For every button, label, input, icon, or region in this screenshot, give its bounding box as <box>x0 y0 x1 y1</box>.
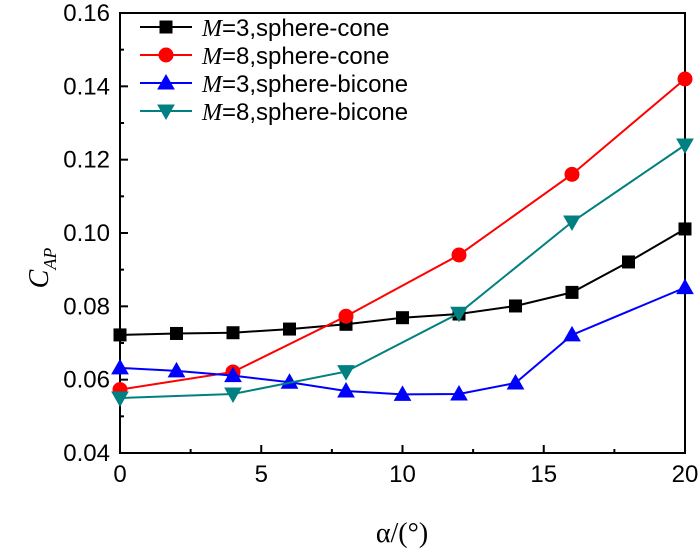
legend-label-rest: =8,sphere-bicone <box>222 99 408 126</box>
series-4 <box>111 138 694 408</box>
data-point <box>677 71 693 87</box>
data-point <box>564 166 580 182</box>
legend-label: M=8,sphere-bicone <box>201 99 408 126</box>
data-point <box>563 215 581 232</box>
data-point <box>450 384 468 401</box>
legend-marker <box>159 20 173 34</box>
data-point <box>451 247 467 263</box>
legend-label: M=8,sphere-cone <box>201 43 389 70</box>
x-tick-label: 10 <box>389 461 416 488</box>
legend-label-var: M <box>201 100 224 126</box>
legend-label: M=3,sphere-cone <box>201 15 389 42</box>
legend-label-rest: =8,sphere-cone <box>222 43 389 70</box>
data-point <box>111 391 129 408</box>
data-point <box>393 385 412 401</box>
data-point <box>509 299 522 313</box>
x-tick-label: 15 <box>530 461 557 488</box>
legend-label: M=3,sphere-bicone <box>201 71 408 98</box>
data-point <box>170 326 183 340</box>
legend-marker <box>157 73 175 90</box>
data-point <box>396 311 409 325</box>
data-point <box>565 285 579 299</box>
data-point <box>676 138 694 155</box>
legend-marker <box>158 47 174 63</box>
legend-item: M=3,sphere-cone <box>140 15 389 42</box>
legend-item: M=3,sphere-bicone <box>140 71 408 98</box>
data-point <box>337 382 355 398</box>
data-point <box>113 328 127 342</box>
data-point <box>450 306 468 323</box>
data-point <box>337 365 355 381</box>
legend: M=3,sphere-coneM=8,sphere-coneM=3,sphere… <box>140 15 408 126</box>
legend-item: M=8,sphere-bicone <box>140 99 408 126</box>
x-axis-label: α/(°) <box>376 518 428 549</box>
series-3 <box>111 278 694 401</box>
x-axis-label-text: α/(°) <box>376 518 428 549</box>
x-tick-label: 20 <box>672 461 699 488</box>
data-point <box>678 222 692 236</box>
legend-label-rest: =3,sphere-cone <box>222 15 389 42</box>
series-line <box>119 286 686 396</box>
y-tick-label: 0.04 <box>63 440 110 467</box>
y-axis-label-sub: AP <box>40 248 60 271</box>
data-point <box>226 326 240 340</box>
data-point <box>622 255 635 269</box>
y-axis-label: CAP <box>24 248 60 289</box>
legend-item: M=8,sphere-cone <box>140 43 389 70</box>
legend-label-var: M <box>201 16 224 42</box>
series-layer <box>111 71 694 408</box>
x-tick-label: 0 <box>113 461 126 488</box>
series-line <box>119 144 686 399</box>
legend-marker <box>157 104 175 121</box>
legend-label-rest: =3,sphere-bicone <box>222 71 408 98</box>
data-point <box>563 325 581 342</box>
y-tick-label: 0.16 <box>63 0 110 27</box>
data-point <box>283 322 296 336</box>
y-tick-label: 0.12 <box>63 147 110 174</box>
series-1 <box>113 222 692 342</box>
axis-ticks <box>119 12 686 454</box>
y-axis-label-main: C <box>24 269 55 288</box>
legend-label-var: M <box>201 72 224 98</box>
data-point <box>167 361 186 378</box>
data-point <box>224 366 242 383</box>
data-point <box>338 308 354 324</box>
y-tick-label: 0.10 <box>63 220 110 247</box>
data-point <box>111 358 129 375</box>
legend-label-var: M <box>201 44 224 70</box>
data-point <box>506 373 525 390</box>
data-point <box>224 387 242 403</box>
y-tick-label: 0.14 <box>63 73 110 100</box>
data-point <box>676 278 694 295</box>
y-tick-label: 0.08 <box>63 293 110 320</box>
y-tick-label: 0.06 <box>63 367 110 394</box>
x-tick-label: 5 <box>255 461 268 488</box>
axis-tick-labels: 0 5 10 15 20 0.04 0.06 0.08 0.10 0.12 0.14 0.16 <box>63 0 698 488</box>
